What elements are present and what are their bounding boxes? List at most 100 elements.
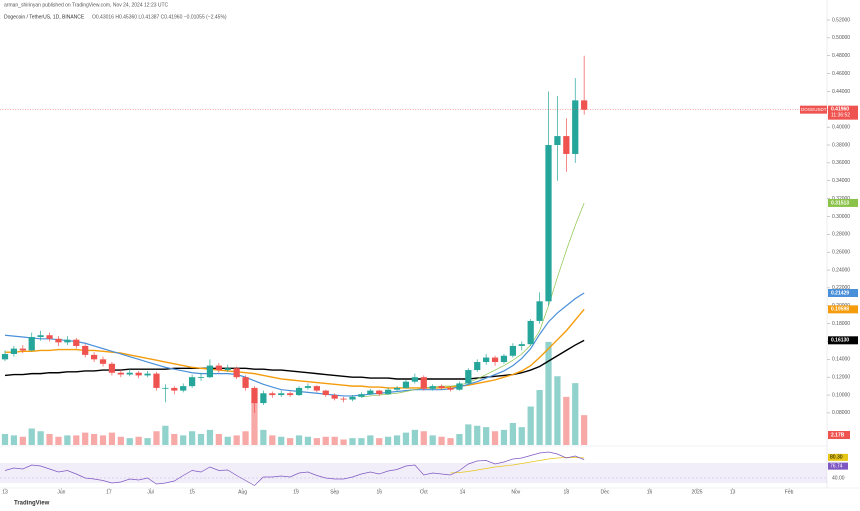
ticker-label: DOGEUSDT xyxy=(801,107,827,112)
rsi-ma-tag-label: 80.30 xyxy=(830,455,843,461)
candle-body xyxy=(64,339,71,343)
candle-body xyxy=(500,355,508,363)
x-tick-label: 18 xyxy=(564,489,570,495)
x-tick-label: 14 xyxy=(460,489,466,495)
volume-bar xyxy=(393,435,401,445)
y-tick-label: 0.10000 xyxy=(832,392,850,398)
candle-body xyxy=(117,372,124,375)
volume-bar xyxy=(126,438,133,445)
candle-body xyxy=(215,365,222,371)
volume-bar xyxy=(456,434,463,445)
moving-average xyxy=(4,292,585,397)
candle-body xyxy=(162,387,169,389)
candle-body xyxy=(349,396,356,400)
y-tick-label: 0.24000 xyxy=(832,267,850,273)
y-tick-label: 0.38000 xyxy=(832,142,850,148)
candle-body xyxy=(509,345,516,356)
candle-body xyxy=(313,386,320,391)
candle-body xyxy=(224,368,231,371)
x-tick-label: Aug xyxy=(238,489,247,495)
volume-bar xyxy=(233,435,240,445)
x-tick-label: 16 xyxy=(647,489,653,495)
volume-bar xyxy=(509,423,516,445)
candle-body xyxy=(304,386,312,388)
rsi-tag xyxy=(828,462,848,470)
x-tick-label: Oct xyxy=(420,489,428,495)
candle-body xyxy=(135,372,142,376)
ma-tag-label: 0.19598 xyxy=(831,307,849,313)
volume-bar xyxy=(37,431,44,445)
volume-bar xyxy=(153,431,160,445)
candle-body xyxy=(331,395,338,399)
candle-body xyxy=(46,335,53,339)
candle-body xyxy=(385,389,392,395)
volume-bar xyxy=(188,431,196,445)
moving-average xyxy=(361,202,585,398)
candle-body xyxy=(180,386,187,391)
y-tick-label: 0.08000 xyxy=(832,410,850,416)
candle-body xyxy=(55,338,62,343)
rsi-ma-tag xyxy=(828,453,848,461)
candle-body xyxy=(465,370,472,384)
candle-body xyxy=(206,365,214,378)
candle-body xyxy=(19,348,26,351)
candle-body xyxy=(438,386,445,388)
candle-body xyxy=(447,387,454,390)
volume-bar xyxy=(295,435,303,445)
volume-bar xyxy=(572,383,579,445)
rsi-line xyxy=(4,451,585,486)
candle-body xyxy=(393,387,401,390)
candle-body xyxy=(420,377,427,389)
volume-bar xyxy=(108,432,116,445)
candle-body xyxy=(188,377,196,387)
y-tick-label: 0.22000 xyxy=(832,285,850,291)
candle-body xyxy=(73,339,80,346)
volume-bar xyxy=(215,434,222,445)
volume-bar xyxy=(10,435,18,445)
volume-bar xyxy=(447,438,454,445)
author: arman_shirinyan published on TradingView… xyxy=(4,2,169,8)
countdown: 11:36:52 xyxy=(831,112,850,118)
candle-body xyxy=(287,393,294,396)
x-tick-label: Jul xyxy=(147,489,153,495)
volume-bar xyxy=(563,396,570,445)
candle-body xyxy=(563,136,570,154)
ma-tag xyxy=(828,305,858,314)
y-tick-label: 0.50000 xyxy=(832,35,850,41)
candle-body xyxy=(456,383,463,390)
volume-bar xyxy=(144,438,151,445)
candle-body xyxy=(411,377,418,382)
volume-bar xyxy=(420,431,427,445)
candle-body xyxy=(367,390,374,395)
volume-bar xyxy=(322,436,329,445)
candle-body xyxy=(572,100,579,154)
candle-body xyxy=(260,393,267,404)
candle-body xyxy=(108,363,116,373)
price-tag-label: 0.41960 xyxy=(831,106,849,112)
candle-body xyxy=(278,393,285,396)
candle-body xyxy=(295,387,303,396)
volume-bar xyxy=(483,427,490,445)
candle-body xyxy=(322,390,329,396)
volume-bar xyxy=(491,431,499,445)
y-tick-label: 0.18000 xyxy=(832,321,850,327)
volume-tag-label: 2.17B xyxy=(831,432,845,438)
candle-body xyxy=(171,387,178,391)
volume-bar xyxy=(385,436,392,445)
candle-body xyxy=(429,386,436,389)
volume-bar xyxy=(269,435,276,445)
logo: TradingView xyxy=(14,501,50,507)
ma-tag-label: 0.31513 xyxy=(831,200,849,206)
y-tick-label: 0.46000 xyxy=(832,71,850,77)
volume-bar xyxy=(171,434,178,445)
volume-bar xyxy=(438,436,445,445)
volume-bar xyxy=(429,435,436,445)
volume-bar xyxy=(242,431,249,445)
volume-bar xyxy=(251,401,258,445)
price-tag xyxy=(828,105,858,120)
ma-tag-label: 0.16130 xyxy=(831,338,849,344)
x-tick-label: 15 xyxy=(189,489,195,495)
candle-body xyxy=(518,344,525,346)
candle-body xyxy=(126,372,133,375)
candle-body xyxy=(545,145,552,302)
